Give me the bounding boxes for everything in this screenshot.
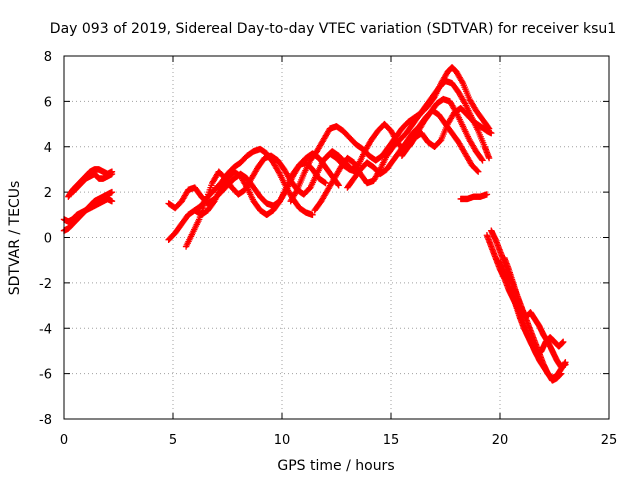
series-18: [501, 254, 569, 371]
series-4: [69, 170, 116, 196]
x-tick-label: 15: [383, 433, 400, 448]
y-tick-label: 4: [44, 141, 52, 156]
x-tick-label: 5: [169, 433, 177, 448]
y-tick-label: -4: [39, 322, 52, 337]
x-tick-labels: 0 5 10 15 20 25: [60, 433, 617, 448]
y-tick-label: 0: [44, 232, 52, 247]
series-12: [344, 107, 482, 191]
data-point-marker: [478, 156, 485, 163]
data-point-marker: [483, 191, 491, 198]
y-tick-label: -2: [39, 277, 52, 292]
series-17: [494, 256, 567, 359]
data-point-marker: [108, 198, 116, 205]
y-axis-label: SDTVAR / TECUs: [7, 181, 23, 296]
data-point-marker: [474, 167, 481, 175]
series-2: [60, 195, 116, 234]
data-point-marker: [475, 168, 482, 175]
data-point-marker: [557, 370, 565, 377]
x-axis-label: GPS time / hours: [277, 458, 394, 474]
y-tick-label: -6: [39, 368, 52, 383]
y-tick-labels: -8 -6 -4 -2 0 2 4 6 8: [39, 50, 52, 428]
y-tick-label: -8: [39, 413, 52, 428]
y-tick-label: 8: [44, 50, 52, 65]
data-point-marker: [334, 180, 342, 188]
x-tick-label: 10: [274, 433, 291, 448]
series-14: [457, 191, 491, 203]
data-point-marker: [562, 361, 569, 368]
data-point-marker: [293, 188, 300, 195]
data-point-marker: [309, 211, 316, 219]
plot-frame: [63, 55, 610, 420]
series-13: [398, 104, 495, 160]
data-point-marker: [485, 154, 493, 162]
series-5: [165, 145, 316, 243]
data-points: [60, 64, 569, 384]
data-point-marker: [458, 78, 466, 86]
data-point-marker: [479, 157, 486, 164]
grid-lines: [64, 56, 609, 419]
y-tick-label: 2: [44, 186, 52, 201]
data-point-marker: [322, 179, 329, 187]
x-tick-label: 25: [601, 433, 618, 448]
data-point-marker: [108, 188, 116, 196]
x-tick-label: 0: [60, 433, 68, 448]
data-point-marker: [108, 170, 116, 178]
data-point-marker: [335, 182, 342, 189]
y-tick-label: 6: [44, 95, 52, 110]
chart-title: Day 093 of 2019, Sidereal Day-to-day VTE…: [50, 21, 616, 37]
data-point-marker: [488, 129, 495, 137]
x-tick-label: 20: [492, 433, 509, 448]
data-point-marker: [560, 338, 567, 346]
